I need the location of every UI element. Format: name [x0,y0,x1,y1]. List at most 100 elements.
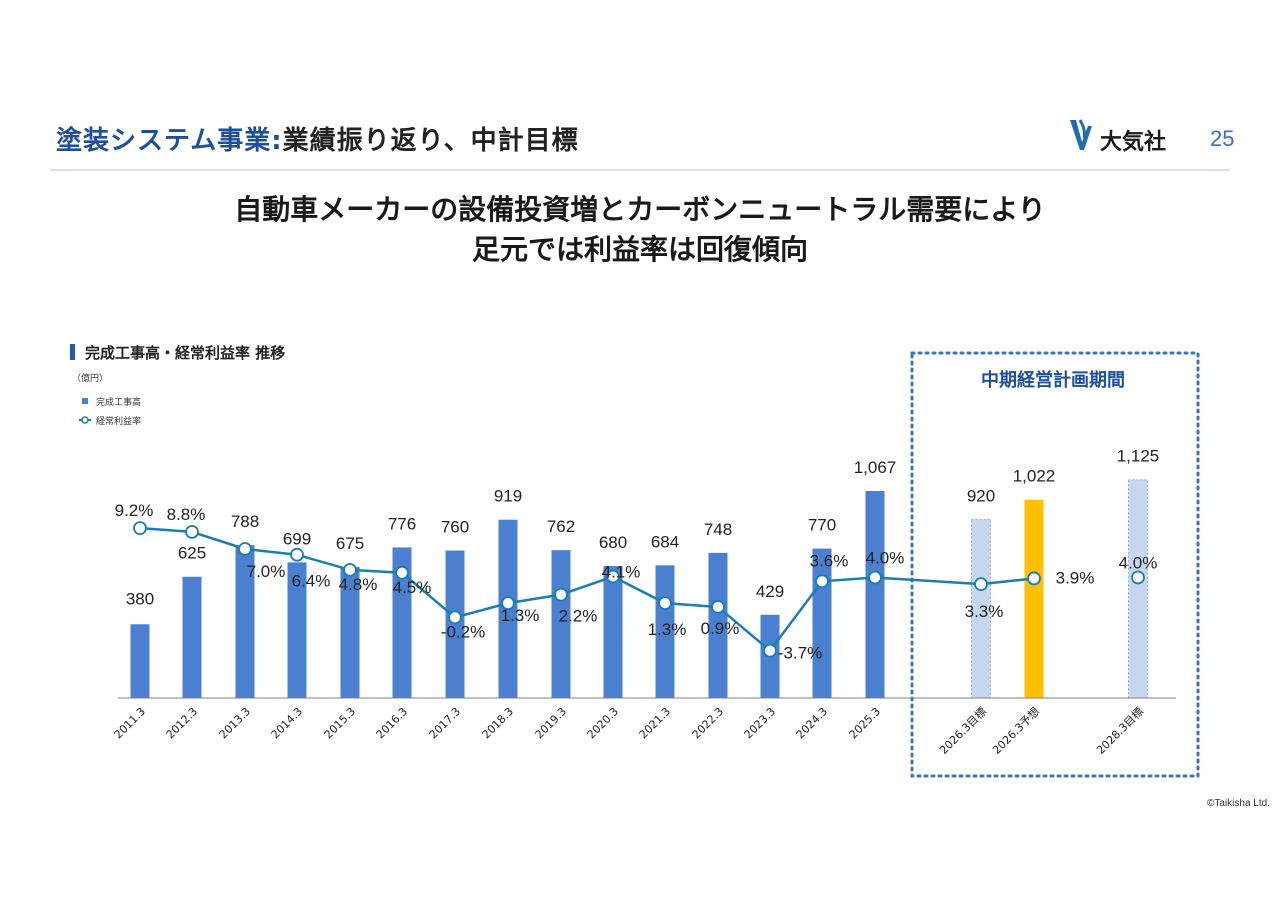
chart-section-title: 完成工事高・経常利益率 推移 [70,342,285,363]
bar-value-label: 680 [599,533,627,552]
rate-point [815,574,829,589]
x-tick-label: 2023.3 [742,705,778,741]
bar-value-label: 770 [808,516,836,535]
x-tick-label: 2028.3目標 [1093,704,1146,757]
rate-value-label: 6.4% [292,572,331,591]
page-title: 塗装システム事業:業績振り返り、中計目標 [56,120,579,157]
rate-point [606,569,620,584]
bar-value-label: 776 [388,514,416,533]
bar-2025.3 [865,491,885,698]
company-name: 大気社 [1100,130,1167,155]
unit-label: （億円） [72,374,109,384]
headline-line-1: 自動車メーカーの設備投資増とカーボンニュートラル需要により [234,193,1046,226]
rate-point [185,525,199,539]
x-tick-label: 2014.3 [269,705,305,741]
bar-2016.3 [392,547,412,698]
bar-2026.3目標 [971,519,991,699]
legend-bar-swatch [82,398,88,404]
bar-2020.3 [603,566,623,698]
x-tick-label: 2022.3 [690,705,726,741]
bar-2028.3目標 [1128,479,1148,699]
rate-value-label: 1.3% [648,620,687,639]
company-logo [1070,119,1092,150]
title-colon: : [271,126,283,156]
x-tick-label: 2020.3 [585,705,621,741]
x-tick-label: 2018.3 [480,705,516,741]
legend-line-marker [81,416,89,424]
x-tick-label: 2012.3 [164,705,200,741]
rate-point [974,577,988,592]
x-tick-label: 2017.3 [427,705,463,741]
rate-value-label: 1.3% [501,606,540,625]
rate-series-line [139,526,1035,653]
bar-2022.3 [708,552,728,698]
headline: 自動車メーカーの設備投資増とカーボンニュートラル需要により 足元では利益率は回復… [0,190,1280,270]
rate-value-label: 4.0% [866,549,905,568]
rate-value-label: 2.2% [559,607,598,626]
bar-value-label: 1,067 [854,458,897,477]
page-number: 25 [1210,126,1235,151]
rate-value-label: 8.8% [167,505,206,524]
x-tick-label: 2026.3目標 [936,704,989,757]
bar-2011.3 [130,624,150,698]
rate-value-label: 9.2% [115,501,154,520]
bar-2015.3 [340,567,360,698]
bar-value-label: 380 [126,589,154,608]
rate-point [554,587,568,602]
bar-value-label: 684 [651,532,679,551]
x-tick-label: 2013.3 [217,705,253,741]
bar-value-label: 919 [494,487,522,506]
rate-point [1131,570,1145,585]
rate-value-label: 0.9% [701,619,740,638]
rate-value-label: 4.8% [339,575,378,594]
bar-2012.3 [182,576,202,698]
rate-point [658,596,672,611]
title-rest: 業績振り返り、中計目標 [282,126,579,156]
rate-point [238,542,252,556]
bar-value-label: 788 [231,512,259,531]
x-tick-label: 2015.3 [322,705,358,741]
bar-2019.3 [551,550,571,698]
section-label-text: 完成工事高・経常利益率 推移 [85,344,286,362]
rate-value-label: 4.1% [602,563,641,582]
rate-point [448,610,462,625]
bar-value-label: 1,125 [1117,447,1160,466]
x-tick-label: 2019.3 [533,705,569,741]
rate-value-label: -0.2% [441,622,485,641]
headline-line-2: 足元では利益率は回復傾向 [471,233,808,266]
bar-2024.3 [812,548,832,698]
legend-line-label: 経常利益率 [96,415,141,427]
x-tick-label: 2024.3 [794,705,830,741]
rate-point [1027,571,1041,586]
rate-point [395,565,409,580]
rate-point [290,547,304,562]
section-marker [70,344,75,360]
rate-value-label: 4.0% [1119,554,1158,573]
legend: 完成工事高 経常利益率 [79,396,141,427]
rate-point [133,521,147,535]
bar-value-label: 748 [704,520,732,539]
plan-period-label: 中期経営計画期間 [981,369,1125,391]
x-tick-label: 2026.3予想 [989,704,1042,757]
bar-value-label: 699 [283,529,311,548]
bar-value-label: 1,022 [1013,467,1056,486]
rate-point [763,643,777,658]
bar-value-label: 760 [441,518,469,537]
rate-point [501,596,515,611]
bar-value-label: 762 [547,517,575,536]
header-divider [50,169,1230,171]
bar-2013.3 [235,545,255,698]
rate-point [711,600,725,614]
legend-bar-label: 完成工事高 [96,396,141,408]
rate-point [343,563,357,577]
x-tick-label: 2025.3 [847,705,883,741]
bar-value-label: 920 [967,487,995,506]
x-tick-label: 2011.3 [112,705,148,741]
bar-2026.3予想 [1024,499,1044,698]
x-tick-label: 2016.3 [374,705,410,741]
title-accent: 塗装システム事業 [56,126,272,156]
bar-value-label: 675 [336,534,364,553]
bar-value-label: 625 [178,544,206,563]
plan-period-box [910,351,1200,778]
x-tick-label: 2021.3 [637,705,673,741]
